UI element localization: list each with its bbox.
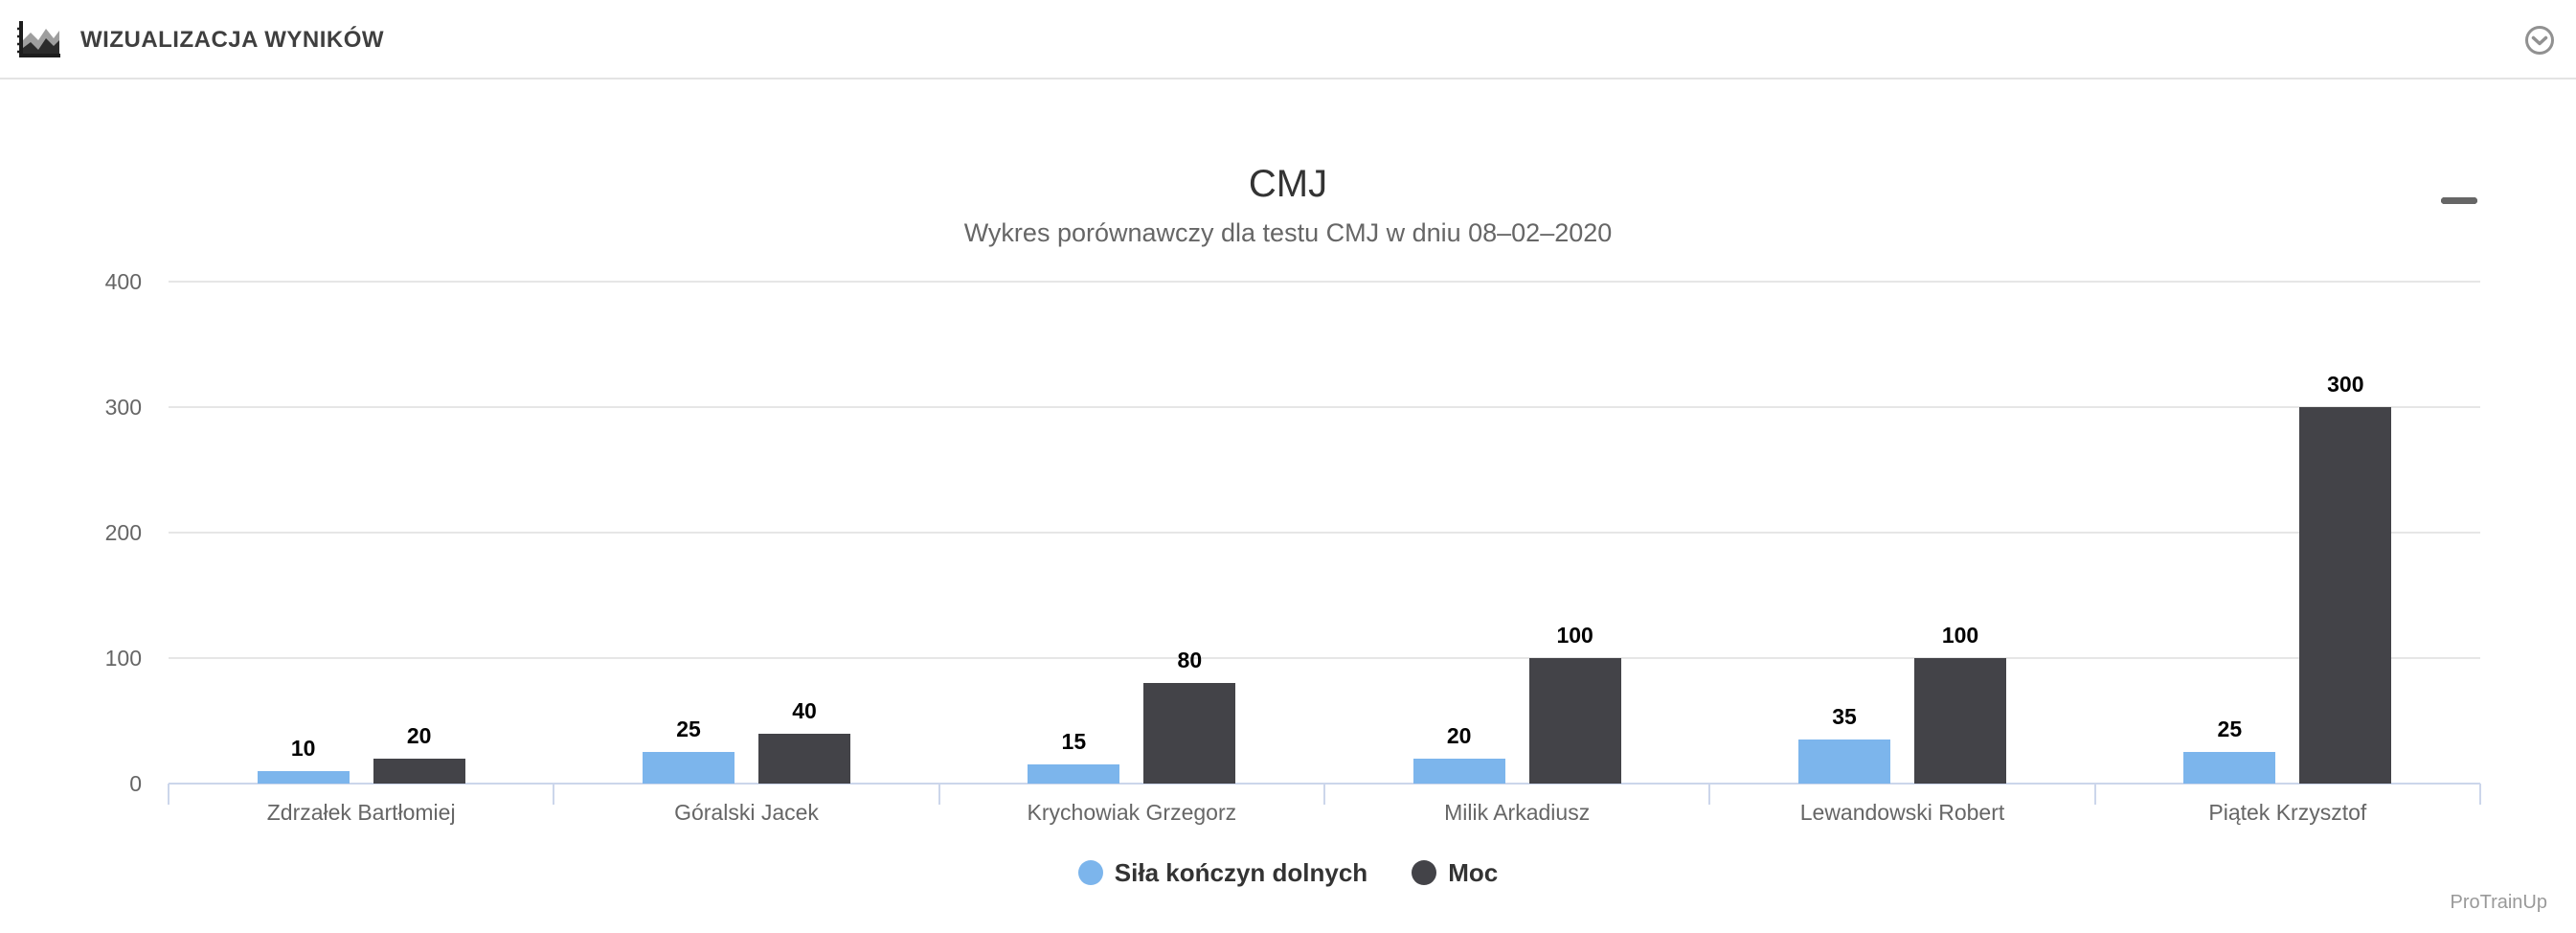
bar-moc[interactable] xyxy=(1143,683,1236,784)
data-label: 35 xyxy=(1832,704,1857,730)
bar-sila-konczyn-dolnych[interactable] xyxy=(1798,740,1890,784)
x-axis-tick xyxy=(2093,784,2096,805)
chevron-down-circle-icon xyxy=(2525,26,2554,55)
bar-moc[interactable] xyxy=(2299,407,2392,784)
section-title: WIZUALIZACJA WYNIKÓW xyxy=(80,26,385,53)
y-axis-label: 400 xyxy=(104,269,142,294)
x-axis-category-label: Milik Arkadiusz xyxy=(1444,800,1591,825)
x-axis-tick xyxy=(553,784,555,805)
plot-area: 0 100 200 300 400 10 20 Zdrzałek Bartłomiej 25 40… xyxy=(0,81,2576,933)
x-axis-tick xyxy=(2479,784,2481,805)
x-axis-category-label: Piątek Krzysztof xyxy=(2208,800,2367,825)
legend-item-moc[interactable]: Moc xyxy=(1412,858,1498,888)
x-axis-tick xyxy=(168,784,169,805)
bar-sila-konczyn-dolnych[interactable] xyxy=(1412,758,1505,784)
data-label: 10 xyxy=(290,735,316,761)
bar-moc[interactable] xyxy=(758,733,850,784)
bar-moc[interactable] xyxy=(373,758,465,784)
y-gridline xyxy=(169,406,2480,408)
data-label: 80 xyxy=(1177,648,1203,673)
bar-sila-konczyn-dolnych[interactable] xyxy=(257,770,350,784)
chart-legend: Siła kończyn dolnych Moc xyxy=(0,853,2576,892)
y-gridline xyxy=(169,281,2480,283)
panel-header-left: WIZUALIZACJA WYNIKÓW xyxy=(17,0,384,80)
y-axis-label: 100 xyxy=(104,646,142,671)
bar-moc[interactable] xyxy=(1528,658,1621,784)
y-gridline xyxy=(169,657,2480,659)
y-axis-label: 200 xyxy=(104,520,142,545)
y-gridline xyxy=(169,532,2480,534)
data-label: 300 xyxy=(2327,372,2364,397)
x-axis-tick xyxy=(938,784,940,805)
chart-container: CMJ Wykres porównawczy dla testu CMJ w d… xyxy=(0,81,2576,933)
bar-sila-konczyn-dolnych[interactable] xyxy=(643,752,734,784)
x-axis-category-label: Lewandowski Robert xyxy=(1799,800,2005,825)
data-label: 25 xyxy=(676,717,701,742)
x-axis-category-label: Krychowiak Grzegorz xyxy=(1027,800,1237,825)
collapse-section-button[interactable] xyxy=(2524,25,2555,56)
bar-sila-konczyn-dolnych[interactable] xyxy=(1028,764,1120,784)
credits-link[interactable]: ProTrainUp xyxy=(2450,892,2547,913)
legend-label: Moc xyxy=(1448,857,1499,887)
area-chart-icon xyxy=(17,20,60,57)
x-axis-tick xyxy=(1323,784,1325,805)
panel-header: WIZUALIZACJA WYNIKÓW xyxy=(0,0,2576,80)
x-axis-category-label: Góralski Jacek xyxy=(674,800,819,825)
legend-label: Siła kończyn dolnych xyxy=(1114,857,1368,887)
data-label: 100 xyxy=(1556,623,1593,648)
y-axis-label: 0 xyxy=(129,771,142,796)
chart-title: CMJ xyxy=(1248,163,1328,205)
data-label: 100 xyxy=(1941,623,1979,648)
data-label: 20 xyxy=(1446,722,1472,748)
data-label: 15 xyxy=(1061,729,1087,755)
data-label: 25 xyxy=(2217,717,2243,742)
data-label: 40 xyxy=(792,697,817,723)
bar-moc[interactable] xyxy=(1914,658,2006,784)
legend-marker-icon xyxy=(1412,860,1437,885)
chart-context-menu-button[interactable] xyxy=(2432,175,2486,225)
legend-marker-icon xyxy=(1077,860,1103,885)
x-axis-tick xyxy=(1708,784,1711,805)
y-axis-label: 300 xyxy=(104,395,142,420)
chart-subtitle: Wykres porównawczy dla testu CMJ w dniu … xyxy=(963,218,1613,247)
data-label: 20 xyxy=(406,722,432,748)
bar-sila-konczyn-dolnych[interactable] xyxy=(2183,752,2276,784)
legend-item-sila-konczyn-dolnych[interactable]: Siła kończyn dolnych xyxy=(1077,857,1368,888)
x-axis-category-label: Zdrzałek Bartłomiej xyxy=(266,800,456,825)
